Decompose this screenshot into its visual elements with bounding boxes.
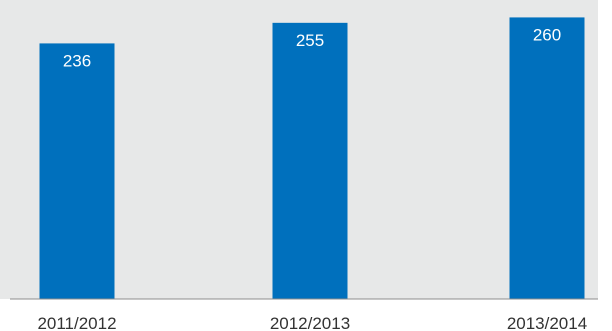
data-label: 260 <box>533 25 561 44</box>
x-tick-label: 2011/2012 <box>37 314 116 331</box>
bar-2011-2012 <box>39 43 115 299</box>
data-label: 236 <box>63 51 91 70</box>
data-label: 255 <box>296 31 324 50</box>
bars-group <box>39 17 585 299</box>
x-tick-label: 2013/2014 <box>507 314 587 331</box>
bar-2013-2014 <box>509 17 585 299</box>
x-tick-labels-group: 2011/2012 2012/2013 2013/2014 <box>37 314 587 331</box>
data-labels-group: 236 255 260 <box>63 25 561 70</box>
x-tick-label: 2012/2013 <box>270 314 350 331</box>
bar-2012-2013 <box>272 22 348 299</box>
